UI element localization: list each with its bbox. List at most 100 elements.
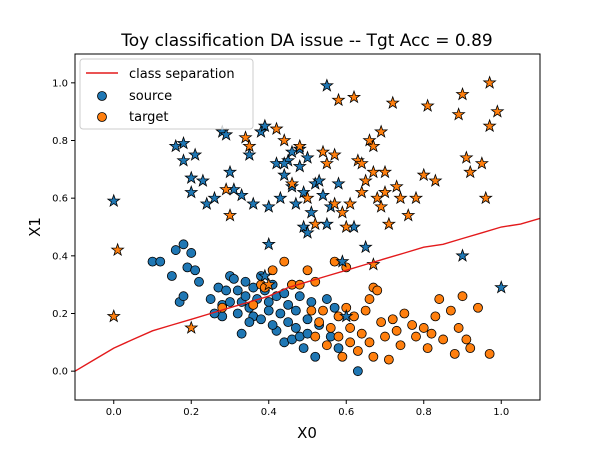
x-axis-label: X0 <box>297 424 317 442</box>
target-circle-point <box>368 351 379 362</box>
target-star-point <box>106 308 121 323</box>
target-star-point <box>346 89 362 104</box>
x-tick-label: 0.0 <box>106 407 122 418</box>
target-circle-point <box>376 317 387 328</box>
source-circle-point <box>263 305 274 316</box>
target-star-point <box>389 179 404 193</box>
target-circle-point <box>380 331 390 342</box>
source-star-point <box>358 239 373 254</box>
source-star-point <box>273 190 288 205</box>
source-circle-point <box>205 294 216 304</box>
target-star-point <box>490 104 505 118</box>
source-circle-point <box>170 245 181 255</box>
target-star-point <box>331 92 346 107</box>
target-star-point <box>339 219 354 233</box>
target-circle-point <box>279 256 290 267</box>
source-star-point <box>315 187 331 202</box>
source-star-point <box>339 308 354 323</box>
target-star-point <box>315 144 331 159</box>
target-star-point <box>428 173 443 187</box>
target-circle-point <box>438 334 449 345</box>
target-circle-point <box>383 354 394 365</box>
target-circle-point <box>399 308 410 319</box>
y-tick-label: 0.2 <box>52 309 68 320</box>
target-circle-point <box>337 351 348 362</box>
target-circle-point <box>314 317 325 328</box>
source-star-point <box>300 225 315 239</box>
source-circle-point <box>236 328 247 339</box>
source-circle-point <box>321 294 332 304</box>
target-circle-point <box>449 348 460 359</box>
source-circle-point <box>186 248 197 258</box>
x-tick-label: 0.8 <box>416 407 432 418</box>
target-circle-point <box>360 305 371 316</box>
source-circle-point <box>263 297 274 307</box>
source-star-point <box>246 196 261 210</box>
source-circle-point <box>240 276 251 287</box>
target-star-point <box>343 196 358 210</box>
target-star-point <box>455 86 470 101</box>
source-star-point <box>188 147 203 161</box>
x-tick-label: 1.0 <box>493 407 509 418</box>
source-circle-point <box>194 276 204 287</box>
target-star-point <box>482 75 497 89</box>
source-circle-point <box>267 320 278 330</box>
target-star-point <box>451 107 466 121</box>
source-circle-point <box>232 308 243 319</box>
source-star-point <box>219 127 234 141</box>
target-star-point <box>416 167 431 182</box>
x-tick-label: 0.4 <box>261 407 277 418</box>
source-circle-point <box>283 317 294 328</box>
target-star-point <box>222 208 238 222</box>
y-tick-label: 0.6 <box>52 194 68 205</box>
target-circle-point <box>310 331 321 342</box>
target-circle-point <box>426 328 437 339</box>
source-circle-point <box>294 291 305 302</box>
source-circle-point <box>298 343 309 354</box>
y-axis-label: X1 <box>26 217 44 237</box>
target-circle-point <box>457 291 468 302</box>
target-star-point <box>238 130 253 144</box>
target-star-point <box>308 216 323 231</box>
source-circle-point <box>283 299 294 310</box>
legend-label-source: source <box>129 89 172 104</box>
target-circle-point <box>473 302 483 313</box>
axis-ticks: 0.0 0.2 0.4 0.6 0.8 1.0 0.0 0.2 0.4 0.6 0.8 1.0 <box>52 78 509 418</box>
y-tick-label: 1.0 <box>52 78 68 89</box>
source-star-point <box>176 153 191 167</box>
source-star-point <box>288 196 303 210</box>
source-circle-point <box>290 323 301 333</box>
y-tick-label: 0.4 <box>52 251 68 262</box>
source-circle-point <box>190 265 201 276</box>
target-circle-point <box>418 323 429 333</box>
target-star-point <box>408 190 424 205</box>
target-star-point <box>358 173 373 187</box>
target-circle-point <box>422 343 433 354</box>
source-star-point <box>296 219 311 233</box>
source-star-point <box>168 138 183 153</box>
chart-title: Toy classification DA issue -- Tgt Acc =… <box>120 31 492 51</box>
y-tick-label: 0.8 <box>52 136 68 147</box>
source-star-point <box>494 280 509 294</box>
source-star-point <box>207 190 222 205</box>
target-circle-point <box>333 331 344 342</box>
plot-frame <box>74 53 541 401</box>
target-circle-point <box>484 348 495 359</box>
source-circle-point <box>178 291 189 302</box>
source-circle-point <box>275 308 286 319</box>
target-star-point <box>261 277 276 291</box>
x-tick-label: 0.2 <box>183 407 199 418</box>
x-tick-label: 0.6 <box>338 407 354 418</box>
target-circle-point <box>434 294 445 304</box>
target-star-point <box>482 118 497 133</box>
target-star-point <box>374 124 389 138</box>
target-star-point <box>110 242 125 257</box>
source-circle-point <box>256 314 266 325</box>
source-circle-point <box>228 273 239 284</box>
target-star-point <box>269 121 284 135</box>
target-star-point <box>327 196 342 210</box>
target-star-point <box>478 190 493 205</box>
target-circle-point <box>325 323 336 333</box>
target-star-point <box>377 184 393 199</box>
